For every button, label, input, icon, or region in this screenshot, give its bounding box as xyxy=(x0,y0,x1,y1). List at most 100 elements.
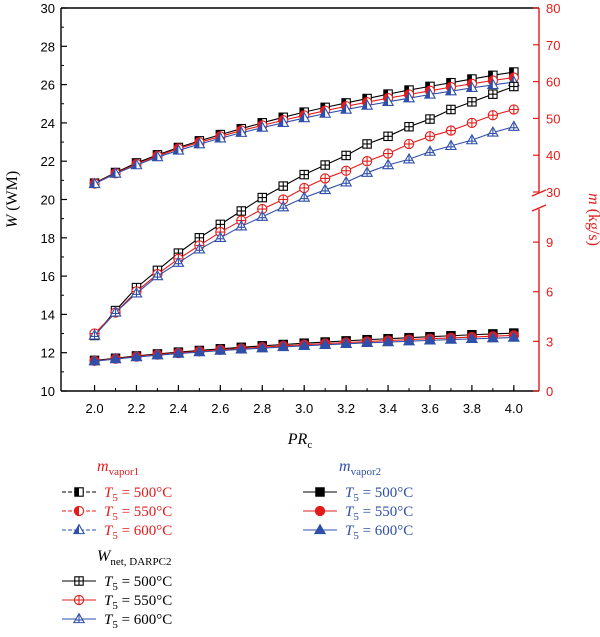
data-point-fill xyxy=(382,96,389,106)
right-axis-label: m (kg/s) xyxy=(585,193,600,246)
data-point-fill xyxy=(466,82,472,92)
legend-item: T5 = 600°C xyxy=(62,612,172,631)
data-point-fill xyxy=(424,89,430,99)
data-point-fill xyxy=(278,117,284,127)
right-y-tick-label: 3 xyxy=(546,334,553,349)
data-point-fill xyxy=(509,67,514,77)
legend-marker xyxy=(313,523,327,535)
x-tick-label: 2.0 xyxy=(86,401,104,416)
legend-marker xyxy=(314,505,326,517)
data-point xyxy=(507,331,520,342)
legend-label: T5 = 500°C xyxy=(104,485,172,504)
x-tick-label: 2.8 xyxy=(253,401,271,416)
legend-item: T5 = 600°C xyxy=(303,523,413,542)
data-point-fill xyxy=(89,178,95,188)
data-point xyxy=(109,352,122,364)
left-y-tick-label: 24 xyxy=(41,116,55,131)
data-point-fill xyxy=(173,145,179,155)
data-point xyxy=(423,333,437,345)
legend-label: T5 = 550°C xyxy=(104,593,172,612)
data-point xyxy=(402,334,416,346)
left-y-tick-label: 10 xyxy=(41,384,55,399)
legend-item: T5 = 500°C xyxy=(62,485,172,504)
left-y-tick-label: 12 xyxy=(41,346,55,361)
legend-item: T5 = 600°C xyxy=(62,523,172,542)
legend-item: T5 = 500°C xyxy=(62,574,172,593)
data-point xyxy=(130,350,143,362)
data-point xyxy=(256,341,269,353)
right-y-tick-label: 80 xyxy=(546,1,560,16)
legend-label: T5 = 600°C xyxy=(104,612,172,631)
axis-break-mark xyxy=(531,204,547,212)
data-point-fill xyxy=(467,74,472,84)
data-point xyxy=(486,331,499,343)
data-point xyxy=(381,335,395,347)
legend-label: T5 = 600°C xyxy=(104,523,172,542)
x-tick-label: 2.4 xyxy=(169,401,187,416)
left-y-tick-label: 14 xyxy=(41,307,55,322)
x-tick-label: 3.8 xyxy=(463,401,481,416)
data-point-fill xyxy=(236,127,242,137)
data-point-fill xyxy=(445,85,451,95)
data-point-fill xyxy=(110,168,116,178)
x-tick-label: 2.6 xyxy=(211,401,229,416)
legend-label: T5 = 550°C xyxy=(345,504,413,523)
data-point xyxy=(465,332,478,344)
legend-item: T5 = 550°C xyxy=(303,504,413,523)
data-point-fill xyxy=(361,100,368,110)
legend-marker xyxy=(315,487,325,497)
legend-item: T5 = 550°C xyxy=(62,504,172,523)
legend-label: T5 = 500°C xyxy=(345,485,413,504)
legend-label: T5 = 550°C xyxy=(104,504,172,523)
x-tick-label: 3.0 xyxy=(295,401,313,416)
data-point xyxy=(88,354,101,366)
series-Wnet-600 xyxy=(88,120,520,340)
data-point-fill xyxy=(403,92,410,102)
data-point-fill xyxy=(257,122,263,132)
right-y-tick-label: 50 xyxy=(546,111,560,126)
x-tick-label: 3.6 xyxy=(421,401,439,416)
left-y-tick-label: 18 xyxy=(41,231,55,246)
right-y-tick-label: 30 xyxy=(546,185,560,200)
x-axis-label: PRc xyxy=(287,431,313,451)
data-point-fill xyxy=(488,71,493,80)
data-point-fill xyxy=(320,108,326,118)
data-point-fill xyxy=(152,151,158,161)
data-point xyxy=(319,338,332,350)
data-point xyxy=(172,347,185,358)
right-y-tick-label: 40 xyxy=(546,148,560,163)
data-point xyxy=(298,339,311,351)
data-point xyxy=(277,340,290,352)
series-mvapor2-600 xyxy=(88,331,520,366)
left-y-tick-label: 20 xyxy=(41,193,55,208)
left-y-tick-label: 30 xyxy=(41,1,55,16)
data-point-fill xyxy=(487,79,493,89)
x-tick-label: 4.0 xyxy=(505,401,523,416)
right-y-tick-label: 0 xyxy=(546,384,553,399)
legend-marker-fill xyxy=(74,487,79,497)
right-y-tick-label: 70 xyxy=(546,38,560,53)
left-y-tick-label: 28 xyxy=(41,39,55,54)
legend-title-mvapor1: mvapor1 xyxy=(97,458,139,478)
legend-item: T5 = 550°C xyxy=(62,593,172,612)
left-y-tick-label: 22 xyxy=(41,154,55,169)
legend-marker-fill xyxy=(74,506,79,516)
axis-break-mark xyxy=(531,189,547,197)
series-mvapor1-600 xyxy=(88,75,520,189)
x-tick-label: 3.2 xyxy=(337,401,355,416)
legend-label: T5 = 500°C xyxy=(104,574,172,593)
series-layer xyxy=(88,67,520,367)
data-point-fill xyxy=(194,138,200,148)
data-point xyxy=(151,348,164,360)
data-point-fill xyxy=(299,112,305,122)
right-y-tick-label: 60 xyxy=(546,75,560,90)
data-point xyxy=(361,336,374,348)
right-y-tick-label: 9 xyxy=(546,235,553,250)
data-point xyxy=(193,345,206,357)
axes-layer: 2.0 2.2 2.4 2.6 2.8 3.0 3.2 3.4 3.6 3.8 4.0 10 12 14 1… xyxy=(4,1,600,451)
data-point xyxy=(214,344,227,355)
legend-item: T5 = 500°C xyxy=(303,485,413,504)
left-y-tick-label: 16 xyxy=(41,269,55,284)
